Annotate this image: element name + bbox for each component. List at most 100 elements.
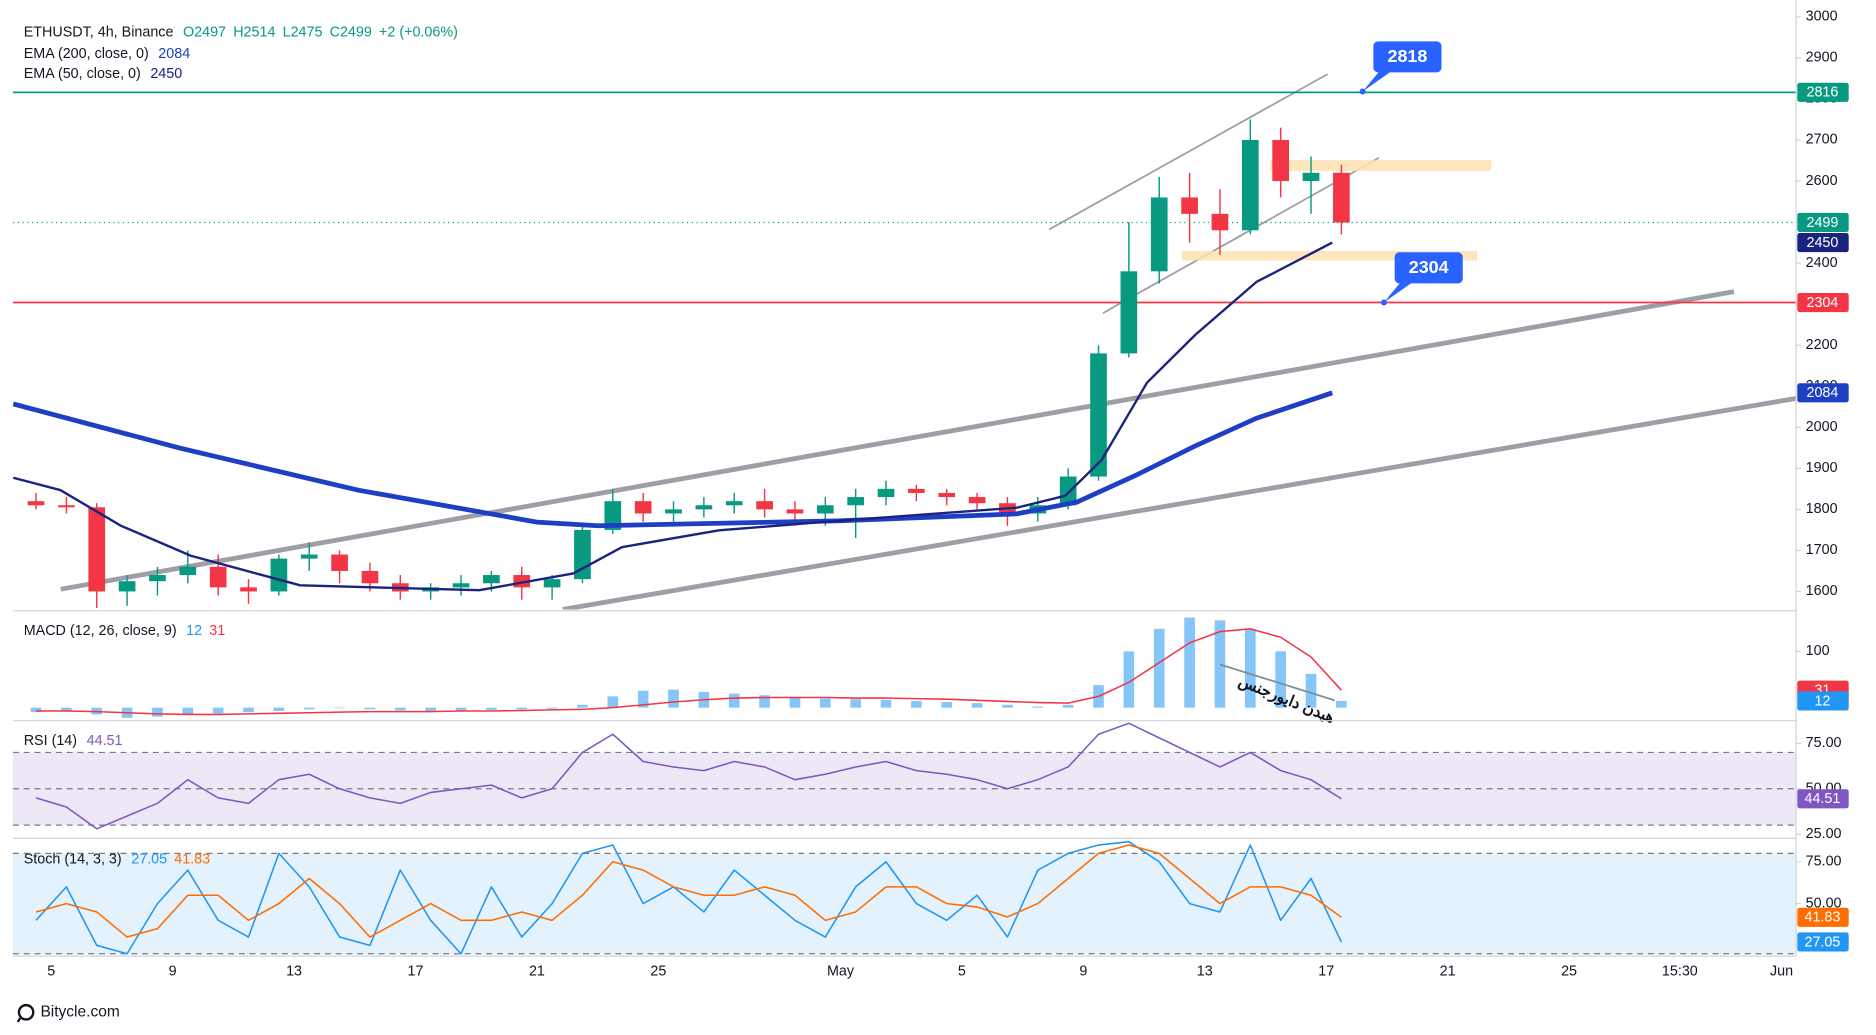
- callout-pointer: [1383, 282, 1413, 303]
- macd-bar: [728, 693, 740, 708]
- callout-box: [1394, 252, 1463, 284]
- price-badge: [1797, 907, 1849, 927]
- y-tick-label: 1900: [1806, 460, 1838, 476]
- trend-line: [562, 395, 1797, 610]
- x-tick-label: 5: [958, 963, 966, 979]
- macd-bar: [819, 698, 831, 708]
- macd-bar: [1123, 651, 1135, 708]
- x-tick-label: 5: [47, 963, 55, 979]
- candle-body: [149, 575, 166, 582]
- candle-body: [877, 488, 895, 498]
- y-tick-label: 25.00: [1806, 826, 1842, 842]
- zone: [1181, 250, 1478, 261]
- macd-bar: [273, 707, 285, 712]
- ema-line: [12, 241, 1333, 592]
- rsi-legend: RSI (14) 44.51: [24, 733, 123, 749]
- x-tick-label: May: [827, 963, 855, 979]
- x-tick-label: 15:30: [1662, 963, 1698, 979]
- candle-body: [1272, 139, 1290, 182]
- channel-line: [1102, 156, 1380, 314]
- macd-bar: [30, 707, 42, 713]
- macd-bar: [1305, 673, 1317, 708]
- macd-bar: [1002, 704, 1013, 708]
- x-tick-label: 9: [1079, 963, 1087, 979]
- macd-bar: [212, 707, 224, 714]
- candle-body: [1211, 213, 1229, 231]
- candle-body: [847, 497, 865, 506]
- macd-bar: [607, 696, 619, 708]
- price-badge-label: 12: [1814, 693, 1830, 709]
- ohlc-high: H2514: [233, 24, 275, 40]
- ohlc-low: L2475: [283, 24, 323, 40]
- legend-value: 2084: [158, 46, 190, 62]
- price-badge: [1797, 691, 1849, 711]
- signal-line: [36, 628, 1342, 716]
- macd-bar: [1336, 700, 1347, 708]
- candle-body: [1241, 139, 1259, 231]
- legend-name: EMA (200, close, 0): [24, 46, 149, 62]
- candle-body: [665, 509, 682, 514]
- candle-body: [968, 497, 986, 504]
- oscillator-plot: [35, 840, 1343, 955]
- y-tick-label: 2600: [1806, 173, 1838, 189]
- legend-name: RSI (14): [24, 733, 77, 749]
- macd-bar: [1184, 617, 1195, 708]
- y-tick-label: 75.00: [1806, 735, 1842, 751]
- candle-body: [179, 566, 197, 576]
- bands: [12, 751, 1797, 955]
- macd-bar: [455, 707, 467, 711]
- macd-legend: MACD (12, 26, close, 9) 12 31: [24, 623, 226, 639]
- legend-ema200: EMA (200, close, 0) 2084: [24, 46, 190, 62]
- legend-value: 31: [209, 623, 225, 639]
- candle-body: [27, 501, 45, 506]
- macd-bar: [1275, 651, 1286, 708]
- callout-pointer: [1362, 71, 1392, 92]
- oscillator-line: [35, 844, 1342, 938]
- candle-body: [786, 509, 804, 514]
- candle-body: [938, 492, 956, 498]
- price-badge: [1797, 292, 1849, 313]
- legend-value: 41.83: [174, 851, 210, 867]
- y-tick-label: 100: [1806, 643, 1830, 659]
- macd-plot: [30, 617, 1347, 718]
- x-tick-label: 21: [529, 963, 545, 979]
- candle-body: [88, 507, 106, 592]
- footer-logo: [16, 1003, 35, 1023]
- ema-line: [12, 390, 1334, 529]
- macd-bar: [577, 704, 588, 708]
- macd-bar: [637, 690, 649, 708]
- drawings: [60, 73, 1797, 610]
- plot: [12, 91, 1797, 955]
- y-tick-label: 50.00: [1806, 895, 1842, 911]
- price-plot: [12, 91, 1797, 608]
- logo: [16, 1017, 22, 1023]
- callout-point: [1359, 88, 1366, 95]
- macd-bar: [364, 707, 376, 710]
- x-tick-label: 25: [650, 963, 666, 979]
- macd-bar: [546, 707, 558, 709]
- y-tick-label: 2900: [1806, 50, 1838, 66]
- legend-value: 2450: [150, 66, 182, 82]
- price-badge: [1797, 383, 1849, 403]
- legend-name: MACD (12, 26, close, 9): [24, 623, 177, 639]
- oscillator-line: [35, 840, 1343, 955]
- macd-bar: [1062, 704, 1074, 708]
- logo: [17, 1003, 35, 1021]
- legend-name: EMA (50, close, 0): [24, 66, 141, 82]
- callout-label: 2818: [1388, 46, 1428, 66]
- macd-bar: [425, 707, 436, 712]
- macd-bar: [516, 707, 528, 710]
- macd-bar: [971, 703, 983, 708]
- band: [12, 853, 1797, 954]
- candle-body: [1120, 271, 1138, 354]
- callout-point: [1380, 299, 1387, 306]
- candle-body: [1333, 172, 1350, 223]
- macd-bar: [486, 707, 497, 710]
- y-tick-label: 75.00: [1806, 854, 1842, 870]
- macd-bar: [789, 697, 801, 708]
- macd-bar: [880, 699, 892, 708]
- candle-body: [1150, 197, 1168, 272]
- macd-bar: [182, 707, 194, 715]
- candle-body: [756, 501, 773, 510]
